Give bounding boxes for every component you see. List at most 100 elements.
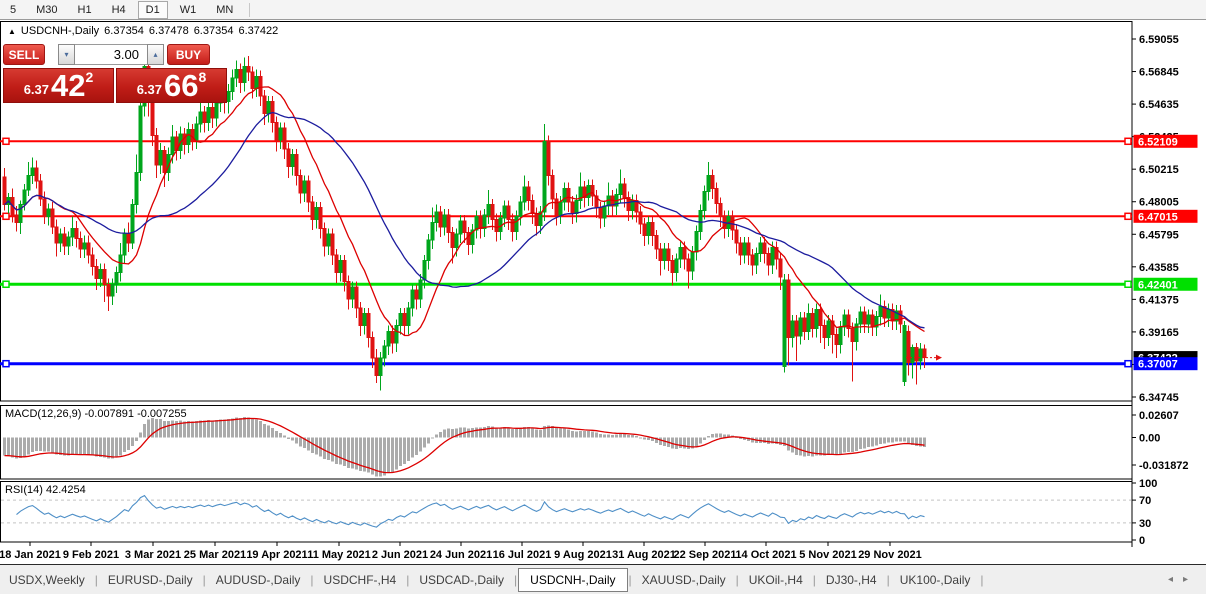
macd-bar [327, 437, 330, 460]
macd-bar [111, 437, 114, 459]
macd-bar [367, 437, 370, 473]
price-tick-label: 6.43585 [1139, 262, 1179, 274]
macd-bar [855, 437, 858, 451]
line-handle-left[interactable] [2, 212, 10, 221]
macd-bar [123, 437, 126, 453]
macd-bar [155, 419, 158, 438]
macd-bar [627, 435, 630, 438]
low-value: 6.37354 [193, 25, 234, 37]
macd-bar [799, 437, 802, 456]
candle-body [394, 325, 399, 344]
macd-bar [499, 427, 502, 438]
macd-bar [527, 427, 530, 438]
macd-bar [895, 437, 898, 442]
macd-tick-label: -0.031872 [1139, 460, 1189, 472]
line-handle-right[interactable] [1124, 212, 1132, 221]
tab-usdchf-h4[interactable]: USDCHF-,H4 [323, 572, 397, 587]
line-handle-left[interactable] [2, 280, 10, 289]
candle-body [330, 233, 335, 256]
candle-body [18, 204, 23, 223]
macd-bar [3, 437, 6, 456]
macd-bar [575, 431, 578, 438]
hline-price-label [1133, 357, 1198, 371]
timeframe-button-H1[interactable]: H1 [77, 3, 92, 16]
candle-body [574, 199, 579, 215]
candle-body [806, 313, 811, 332]
macd-bar [839, 437, 842, 455]
toolbar-separator [249, 2, 251, 17]
macd-bar [255, 419, 258, 438]
buy-button[interactable]: BUY [167, 44, 210, 65]
macd-bar [795, 437, 798, 455]
tab-audusd-daily[interactable]: AUDUSD-,Daily [215, 572, 301, 587]
sell-price-button[interactable]: 6.37 42 2 [3, 68, 114, 103]
candle-body [518, 201, 523, 218]
tab-scroll-right-icon[interactable]: ▸ [1182, 574, 1198, 585]
ma-fast-line [4, 86, 925, 337]
macd-bar [59, 437, 62, 455]
macd-bar [547, 425, 550, 438]
candle-body [850, 327, 855, 343]
candle-body [254, 76, 259, 89]
timeframe-button-W1[interactable]: W1 [179, 3, 197, 16]
tab-dj30-h4[interactable]: DJ30-,H4 [825, 572, 877, 587]
tab-usdcad-daily[interactable]: USDCAD-,Daily [419, 572, 505, 587]
candle-body [250, 71, 255, 89]
timeframe-button-M30[interactable]: M30 [36, 3, 58, 16]
sell-button[interactable]: SELL [3, 44, 45, 65]
line-handle-right[interactable] [1124, 359, 1132, 368]
macd-bar [807, 437, 810, 457]
chart-window: 6.590556.568456.546356.524256.502156.480… [0, 20, 1206, 564]
date-label: 14 Oct 2021 [735, 549, 796, 561]
macd-bar [543, 426, 546, 438]
candle-body [302, 180, 307, 194]
candle-body [906, 330, 911, 363]
macd-bar [811, 437, 814, 457]
candle-body [470, 229, 475, 246]
tab-separator: | [735, 572, 739, 587]
price-tick-label: 6.45795 [1139, 229, 1179, 241]
tab-uk100-daily[interactable]: UK100-,Daily [899, 572, 971, 587]
volume-decrease-button[interactable]: ▾ [58, 44, 75, 65]
macd-indicator-label: MACD(12,26,9) -0.007891 -0.007255 [5, 408, 187, 420]
candle-body [770, 246, 775, 266]
volume-increase-button[interactable]: ▴ [147, 44, 164, 65]
buy-price-button[interactable]: 6.37 66 8 [116, 68, 227, 103]
candle-body [38, 180, 43, 200]
macd-bar [891, 437, 894, 443]
macd-bar [699, 437, 702, 444]
tab-xauusd-daily[interactable]: XAUUSD-,Daily [641, 572, 726, 587]
macd-bar [391, 437, 394, 472]
chart-canvas[interactable]: 6.590556.568456.546356.524256.502156.480… [0, 20, 1206, 564]
candle-body [282, 127, 287, 150]
timeframe-button-D1[interactable]: D1 [137, 0, 168, 19]
high-value: 6.37478 [148, 25, 189, 37]
macd-bar [883, 437, 886, 444]
candle-body [322, 227, 327, 247]
macd-bar [335, 437, 338, 464]
line-handle-right[interactable] [1124, 137, 1132, 146]
macd-bar [295, 437, 298, 444]
line-handle-left[interactable] [2, 359, 10, 368]
macd-bar [311, 437, 314, 454]
macd-bar [567, 429, 570, 438]
candle-body [854, 323, 859, 343]
tab-separator: | [202, 572, 206, 587]
tab-usdcnh-daily[interactable]: USDCNH-,Daily [518, 567, 628, 592]
volume-input[interactable] [75, 44, 147, 65]
tab-ukoil-h4[interactable]: UKOil-,H4 [748, 572, 803, 587]
tab-scroll-left-icon[interactable]: ◂ [1167, 574, 1183, 585]
macd-values: -0.007891 -0.007255 [84, 408, 187, 420]
line-handle-left[interactable] [2, 137, 10, 146]
timeframe-button-H4[interactable]: H4 [111, 3, 126, 16]
macd-bar [51, 437, 54, 453]
tab-usdx-weekly[interactable]: USDX,Weekly [9, 572, 85, 587]
candle-body [902, 325, 907, 382]
candle-body [834, 333, 839, 346]
macd-bar [771, 437, 774, 444]
tab-eurusd-daily[interactable]: EURUSD-,Daily [107, 572, 193, 587]
candle-body [686, 258, 691, 272]
line-handle-right[interactable] [1124, 280, 1132, 289]
timeframe-button-5[interactable]: 5 [10, 3, 17, 16]
timeframe-button-MN[interactable]: MN [216, 3, 234, 16]
